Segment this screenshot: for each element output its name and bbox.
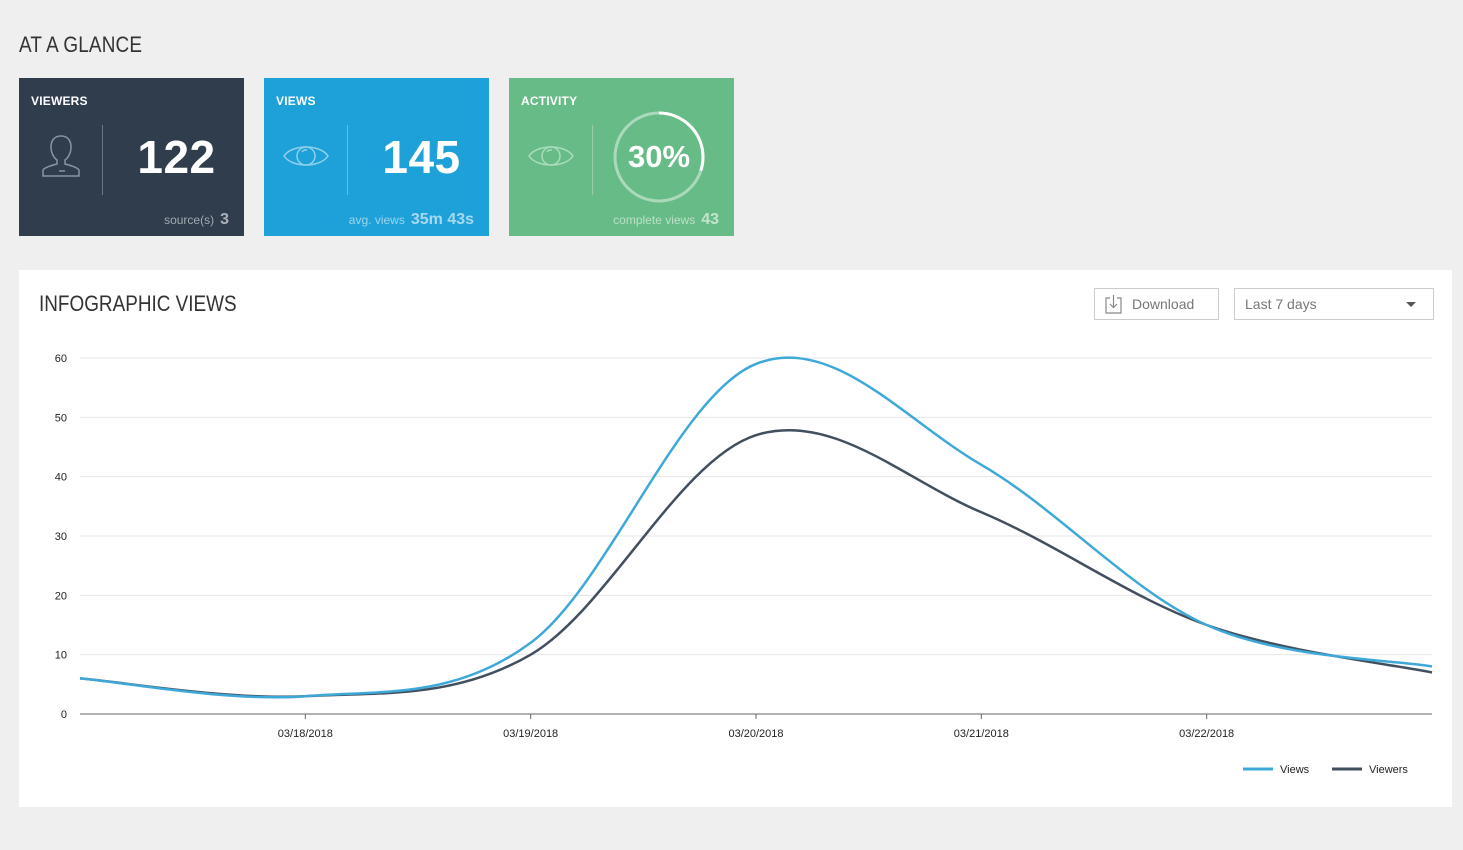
date-range-select[interactable]: Last 7 days bbox=[1234, 288, 1434, 320]
card-footer: complete views 43 bbox=[613, 211, 719, 229]
card-footer: avg. views 35m 43s bbox=[349, 211, 474, 229]
activity-percent: 30% bbox=[627, 139, 691, 174]
card-footer: source(s) 3 bbox=[164, 211, 229, 229]
card-divider bbox=[102, 125, 103, 195]
x-tick-label: 03/18/2018 bbox=[278, 728, 333, 740]
chart-panel: INFOGRAPHIC VIEWS Download Last 7 days 0… bbox=[19, 270, 1452, 807]
views-count: 145 bbox=[382, 131, 461, 183]
date-range-value: Last 7 days bbox=[1245, 296, 1317, 312]
y-tick-label: 20 bbox=[55, 590, 67, 602]
page-title: AT A GLANCE bbox=[19, 32, 143, 57]
y-tick-label: 30 bbox=[55, 531, 67, 543]
complete-views-count: 43 bbox=[701, 211, 719, 228]
y-tick-label: 0 bbox=[61, 709, 67, 721]
download-label: Download bbox=[1132, 296, 1195, 312]
card-divider bbox=[592, 125, 593, 195]
x-tick-label: 03/19/2018 bbox=[503, 728, 558, 740]
legend-label: Views bbox=[1280, 764, 1310, 776]
viewers-card: VIEWERS 122 source(s) 3 bbox=[19, 78, 244, 236]
download-button[interactable]: Download bbox=[1094, 288, 1219, 320]
y-tick-label: 10 bbox=[55, 650, 67, 662]
chart-title: INFOGRAPHIC VIEWS bbox=[39, 291, 237, 316]
x-tick-label: 03/20/2018 bbox=[728, 728, 783, 740]
views-card: VIEWS 145 avg. views 35m 43s bbox=[264, 78, 489, 236]
y-tick-label: 50 bbox=[55, 412, 67, 424]
avg-views-label: avg. views bbox=[348, 213, 405, 227]
card-divider bbox=[347, 125, 348, 195]
eye-icon bbox=[278, 130, 334, 182]
avg-views-value: 35m 43s bbox=[410, 211, 474, 228]
complete-views-label: complete views bbox=[613, 213, 696, 227]
legend-label: Viewers bbox=[1369, 764, 1408, 776]
download-icon bbox=[1105, 295, 1122, 314]
user-icon bbox=[33, 130, 89, 182]
card-label: VIEWERS bbox=[31, 94, 88, 108]
eye-icon bbox=[523, 130, 579, 182]
series-line-viewers bbox=[79, 429, 1433, 698]
y-tick-label: 40 bbox=[55, 472, 67, 484]
line-chart: 0 10 20 30 40 50 60 03/18/2018 03/19/2018 03/20/2… bbox=[55, 353, 1433, 776]
sources-label: source(s) bbox=[164, 213, 215, 227]
viewers-count: 122 bbox=[137, 131, 216, 183]
card-label: VIEWS bbox=[276, 94, 316, 108]
activity-progress-ring bbox=[613, 111, 705, 203]
chevron-down-icon bbox=[1406, 301, 1416, 307]
series-line-views bbox=[79, 356, 1433, 699]
card-label: ACTIVITY bbox=[521, 94, 578, 108]
x-tick-label: 03/22/2018 bbox=[1179, 728, 1234, 740]
x-tick-label: 03/21/2018 bbox=[954, 728, 1009, 740]
activity-card: ACTIVITY 30% complete views 43 bbox=[509, 78, 734, 236]
y-tick-label: 60 bbox=[55, 353, 67, 365]
sources-count: 3 bbox=[220, 211, 229, 228]
